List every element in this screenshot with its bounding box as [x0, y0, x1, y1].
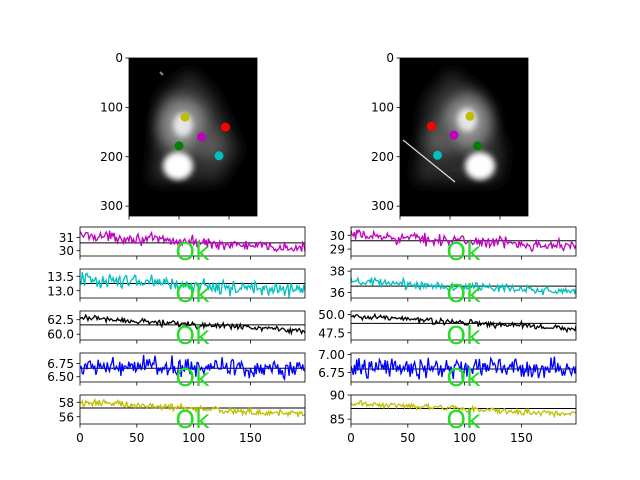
ytick-label-left-4-0: 58 — [59, 396, 74, 410]
image-panel-left — [128, 57, 258, 217]
status-label-right-0: Ok — [446, 237, 481, 266]
marker-right-3 — [473, 141, 482, 151]
marker-left-4 — [214, 151, 224, 161]
image-left-ytick-label-1: 100 — [100, 100, 123, 114]
image-right-ytick-label-2: 200 — [371, 150, 394, 164]
ytick-label-right-2-1: 47.5 — [318, 326, 345, 340]
status-labels: Ok Ok Ok Ok Ok Ok Ok Ok Ok Ok — [175, 237, 481, 434]
image-right-ytick-label-0: 0 — [386, 51, 394, 65]
xtick-label-left-1: 50 — [129, 431, 144, 445]
marker-left-0 — [180, 112, 190, 122]
ytick-label-right-2-0: 50.0 — [318, 308, 345, 322]
ytick-label-left-3-1: 6.50 — [47, 370, 74, 384]
ytick-label-right-1-0: 38 — [330, 265, 345, 279]
ytick-label-left-1-1: 13.0 — [47, 284, 74, 298]
xtick-label-left-0: 0 — [76, 431, 84, 445]
subplot-frame-left-1 — [79, 268, 306, 299]
ytick-label-left-1-0: 13.5 — [47, 270, 74, 284]
image-panel-right — [399, 57, 529, 217]
ytick-label-right-3-0: 7.00 — [318, 348, 345, 362]
marker-left-1 — [221, 122, 230, 132]
series-line-right-2 — [351, 312, 576, 334]
subplot-frame-right-0 — [350, 226, 577, 257]
subplot-frame-right-2 — [350, 310, 577, 341]
ytick-label-right-4-0: 90 — [330, 389, 345, 403]
status-label-left-4: Ok — [175, 405, 210, 434]
status-label-right-3: Ok — [446, 363, 481, 392]
series-line-right-0 — [351, 228, 576, 253]
subplot-right-4: 90 850 50 100 150 — [330, 389, 577, 445]
status-label-left-2: Ok — [175, 321, 210, 350]
subplot-left-1: 13.513.0 — [47, 268, 306, 302]
xtick-label-right-1: 50 — [400, 431, 415, 445]
subplot-frame-left-4 — [79, 394, 306, 425]
ytick-label-left-4-1: 56 — [59, 410, 74, 424]
marker-left-2 — [197, 132, 206, 142]
image-left-ytick-label-0: 0 — [115, 51, 123, 65]
image-markers — [174, 111, 482, 161]
series-line-right-4 — [351, 400, 576, 419]
status-label-right-1: Ok — [446, 279, 481, 308]
ytick-label-right-0-1: 29 — [330, 243, 345, 257]
image-axes: 0 100 200 300 0 100 200 300 — [100, 51, 501, 220]
series-line-left-1 — [80, 272, 305, 298]
series-line-left-3 — [80, 354, 305, 382]
xtick-label-right-0: 0 — [347, 431, 355, 445]
status-label-left-0: Ok — [175, 237, 210, 266]
subplot-left-3: 6.756.50 — [47, 352, 306, 386]
marker-right-4 — [433, 150, 442, 160]
series-line-right-3 — [351, 356, 576, 380]
ytick-label-left-0-1: 30 — [59, 244, 74, 258]
image-left-ytick-label-2: 200 — [100, 150, 123, 164]
xtick-label-left-2: 100 — [182, 431, 205, 445]
subplot-frame-left-3 — [79, 352, 306, 383]
ytick-label-right-1-1: 36 — [330, 286, 345, 300]
subplot-right-2: 50.0 47.5 — [318, 308, 577, 344]
marker-right-1 — [449, 130, 459, 140]
marker-left-3 — [174, 141, 184, 151]
subplot-frame-left-0 — [79, 226, 306, 257]
xtick-label-left-3: 150 — [239, 431, 262, 445]
subplot-left-2: 62.560.0 — [47, 310, 306, 344]
series-line-left-0 — [80, 230, 305, 253]
image-right-ytick-label-1: 100 — [371, 100, 394, 114]
series-line-left-4 — [80, 397, 305, 418]
ytick-label-right-3-1: 6.75 — [318, 366, 345, 380]
xtick-label-right-3: 150 — [510, 431, 533, 445]
ytick-label-left-2-0: 62.5 — [47, 313, 74, 327]
image-right-ytick-label-3: 300 — [371, 199, 394, 213]
subplot-frame-right-3 — [350, 352, 577, 383]
series-line-left-2 — [80, 313, 305, 336]
subplot-frame-right-1 — [350, 268, 577, 299]
ytick-label-right-4-1: 85 — [330, 413, 345, 427]
subplot-frame-right-4 — [350, 394, 577, 425]
ytick-label-left-3-0: 6.75 — [47, 357, 74, 371]
status-label-left-3: Ok — [175, 363, 210, 392]
marker-right-0 — [427, 121, 436, 131]
status-label-right-4: Ok — [446, 405, 481, 434]
subplot-right-1: 38 36 — [330, 265, 577, 302]
ytick-label-left-0-0: 31 — [59, 231, 74, 245]
ytick-label-right-0-0: 30 — [330, 229, 345, 243]
status-label-left-1: Ok — [175, 279, 210, 308]
subplot-right-3: 7.00 6.75 — [318, 348, 577, 386]
ytick-label-left-2-1: 60.0 — [47, 328, 74, 342]
status-label-right-2: Ok — [446, 321, 481, 350]
image-left-ytick-label-3: 300 — [100, 199, 123, 213]
series-line-right-1 — [351, 276, 576, 296]
subplot-frame-left-2 — [79, 310, 306, 341]
marker-right-2 — [465, 111, 475, 121]
xtick-label-right-2: 100 — [453, 431, 476, 445]
